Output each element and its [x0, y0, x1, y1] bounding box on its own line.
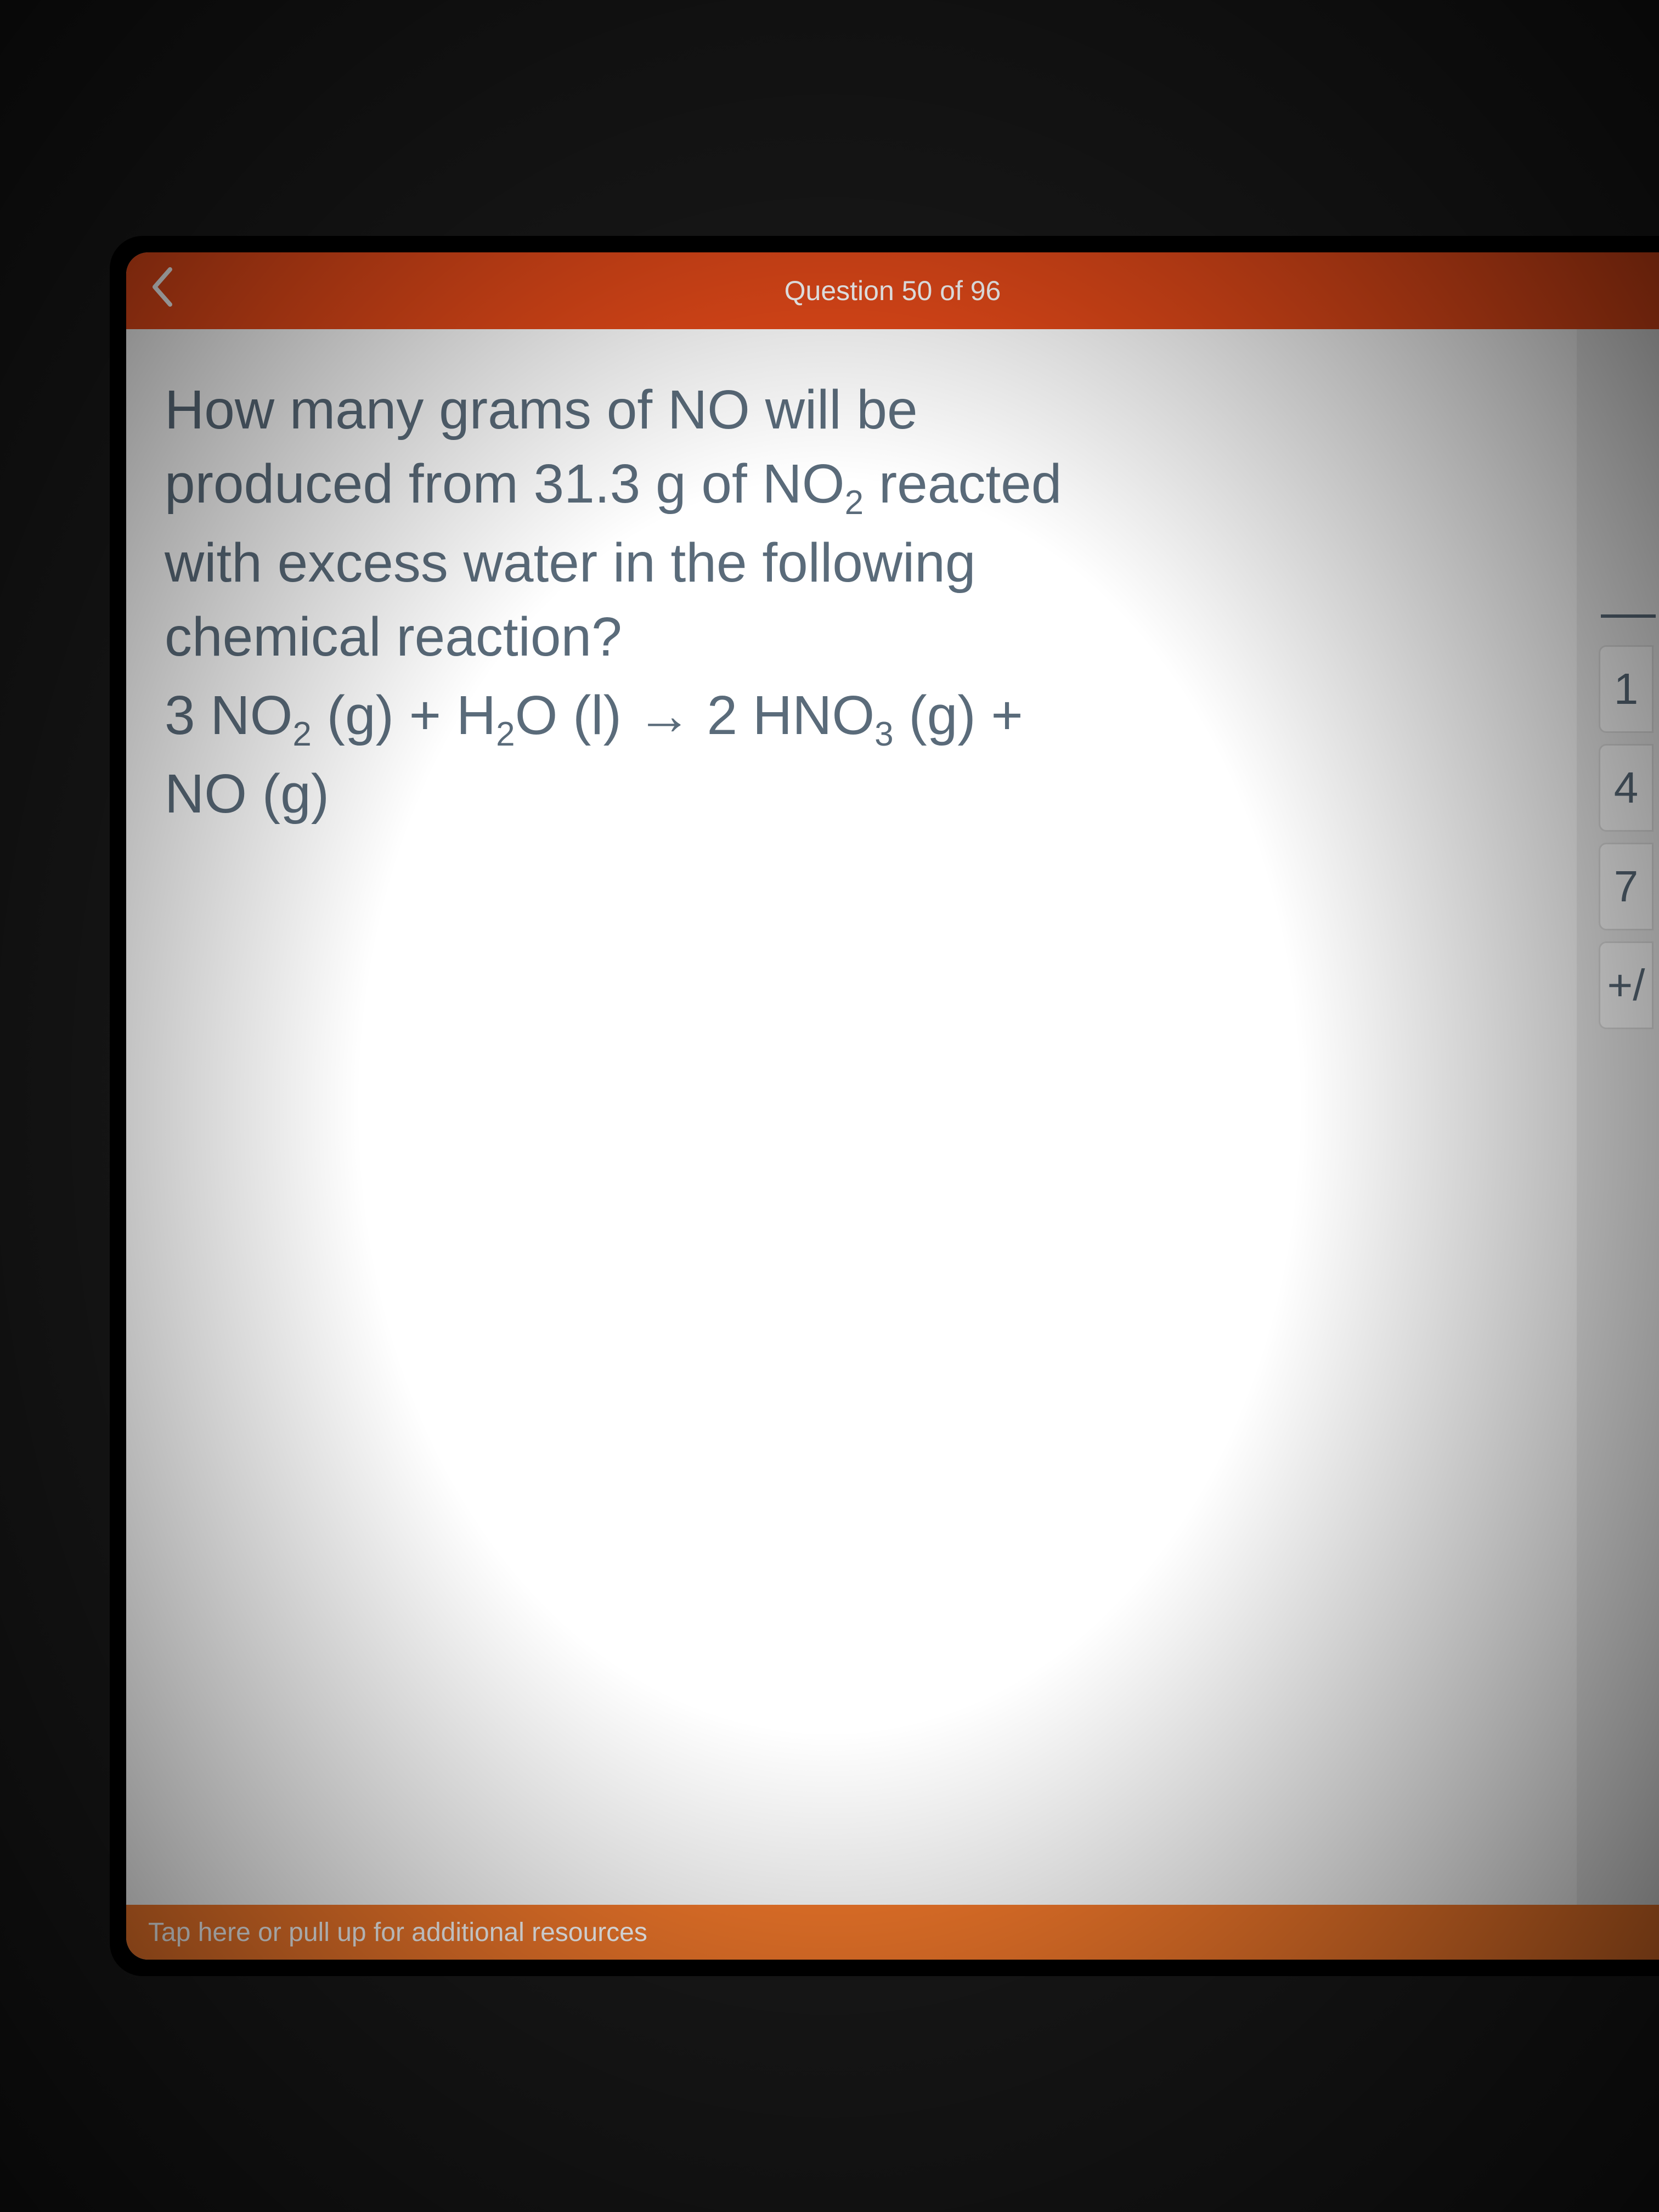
question-counter: Question 50 of 96: [785, 275, 1001, 307]
header-bar: Question 50 of 96: [126, 252, 1659, 329]
eq-e: NO (g): [165, 763, 329, 825]
q-line1: How many grams of NO will be: [165, 379, 918, 441]
key-7[interactable]: 7: [1599, 843, 1654, 930]
footer-bar[interactable]: Tap here or pull up for additional resou…: [126, 1905, 1659, 1960]
footer-text: Tap here or pull up for additional resou…: [148, 1917, 647, 1948]
eq-c-sub: 3: [874, 715, 893, 753]
q-line2-sub: 2: [845, 484, 864, 522]
screen: Question 50 of 96 How many grams of NO w…: [126, 252, 1659, 1960]
tablet-frame: Question 50 of 96 How many grams of NO w…: [110, 236, 1659, 1976]
question-text: How many grams of NO will be produced fr…: [165, 373, 1538, 674]
question-panel: How many grams of NO will be produced fr…: [126, 329, 1577, 1905]
key-1[interactable]: 1: [1599, 645, 1654, 733]
keypad: 1 4 7 +/: [1599, 329, 1659, 1905]
equation: 3 NO2 (g) + H2O (l) → 2 HNO3 (g) + NO (g…: [165, 679, 1538, 832]
back-icon[interactable]: [148, 265, 176, 317]
eq-a-sub: 2: [292, 715, 311, 753]
eq-d: (g) +: [894, 685, 1023, 746]
q-line2b: reacted: [864, 453, 1062, 515]
q-line3: with excess water in the following: [165, 532, 975, 594]
eq-a: 3 NO: [165, 685, 292, 746]
eq-c: O (l) → 2 HNO: [515, 685, 875, 746]
content-row: How many grams of NO will be produced fr…: [126, 329, 1659, 1905]
eq-b-sub: 2: [496, 715, 515, 753]
answer-blank-line: [1601, 614, 1656, 618]
key-plus-minus[interactable]: +/: [1599, 941, 1654, 1029]
q-line4: chemical reaction?: [165, 606, 622, 668]
eq-b: (g) + H: [312, 685, 496, 746]
key-4[interactable]: 4: [1599, 744, 1654, 832]
q-line2a: produced from 31.3 g of NO: [165, 453, 845, 515]
